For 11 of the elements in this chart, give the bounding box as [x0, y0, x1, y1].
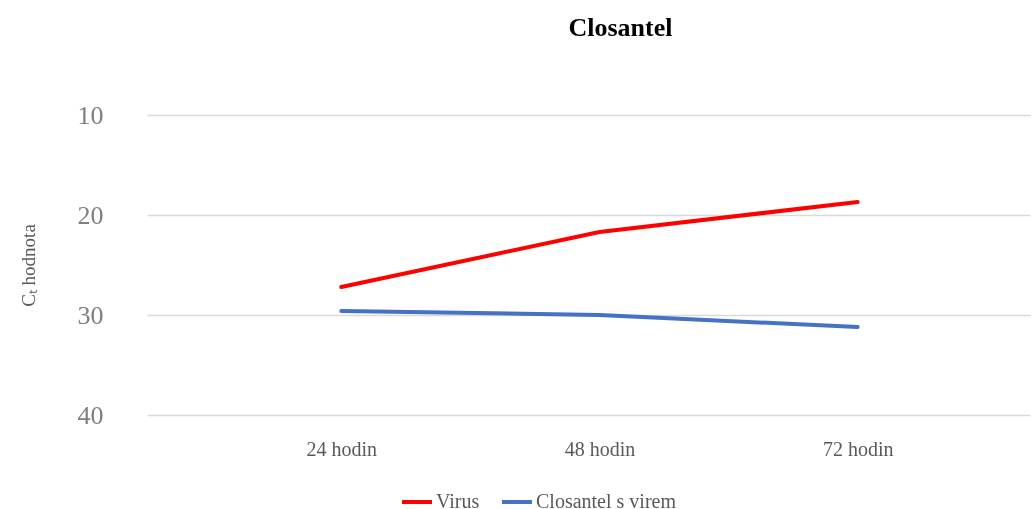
y-tick-label: 30	[77, 300, 104, 330]
x-tick-label: 48 hodin	[564, 437, 636, 460]
x-tick-label: 24 hodin	[306, 437, 378, 460]
y-tick-label: 10	[77, 100, 104, 130]
y-tick-label: 40	[77, 400, 104, 430]
legend-label: Closantel s virem	[536, 490, 677, 509]
legend-label: Virus	[436, 490, 480, 509]
y-axis-title: Cₜ hodnota	[17, 223, 39, 307]
chart-title: Closantel	[568, 13, 673, 42]
y-tick-label: 20	[77, 200, 104, 230]
x-tick-label: 72 hodin	[822, 437, 894, 460]
